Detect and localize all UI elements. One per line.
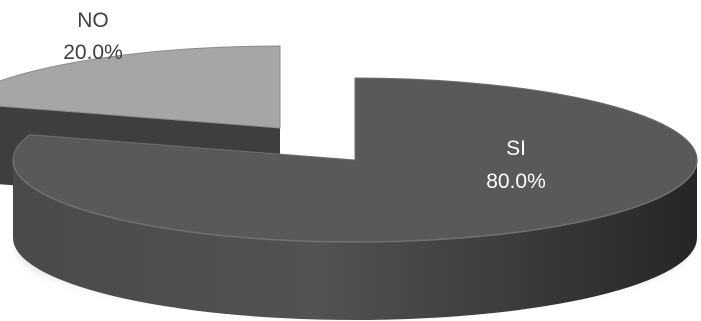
slice-label-no-name: NO [77, 9, 109, 32]
slice-label-si-value: 80.0% [486, 170, 546, 193]
slice-no-top [0, 45, 281, 129]
slice-si-rim [12, 159, 698, 243]
slice-si [12, 77, 698, 320]
slice-si-side [13, 160, 697, 320]
slice-label-si-name: SI [506, 137, 526, 160]
slice-label-no-value: 20.0% [63, 41, 123, 64]
